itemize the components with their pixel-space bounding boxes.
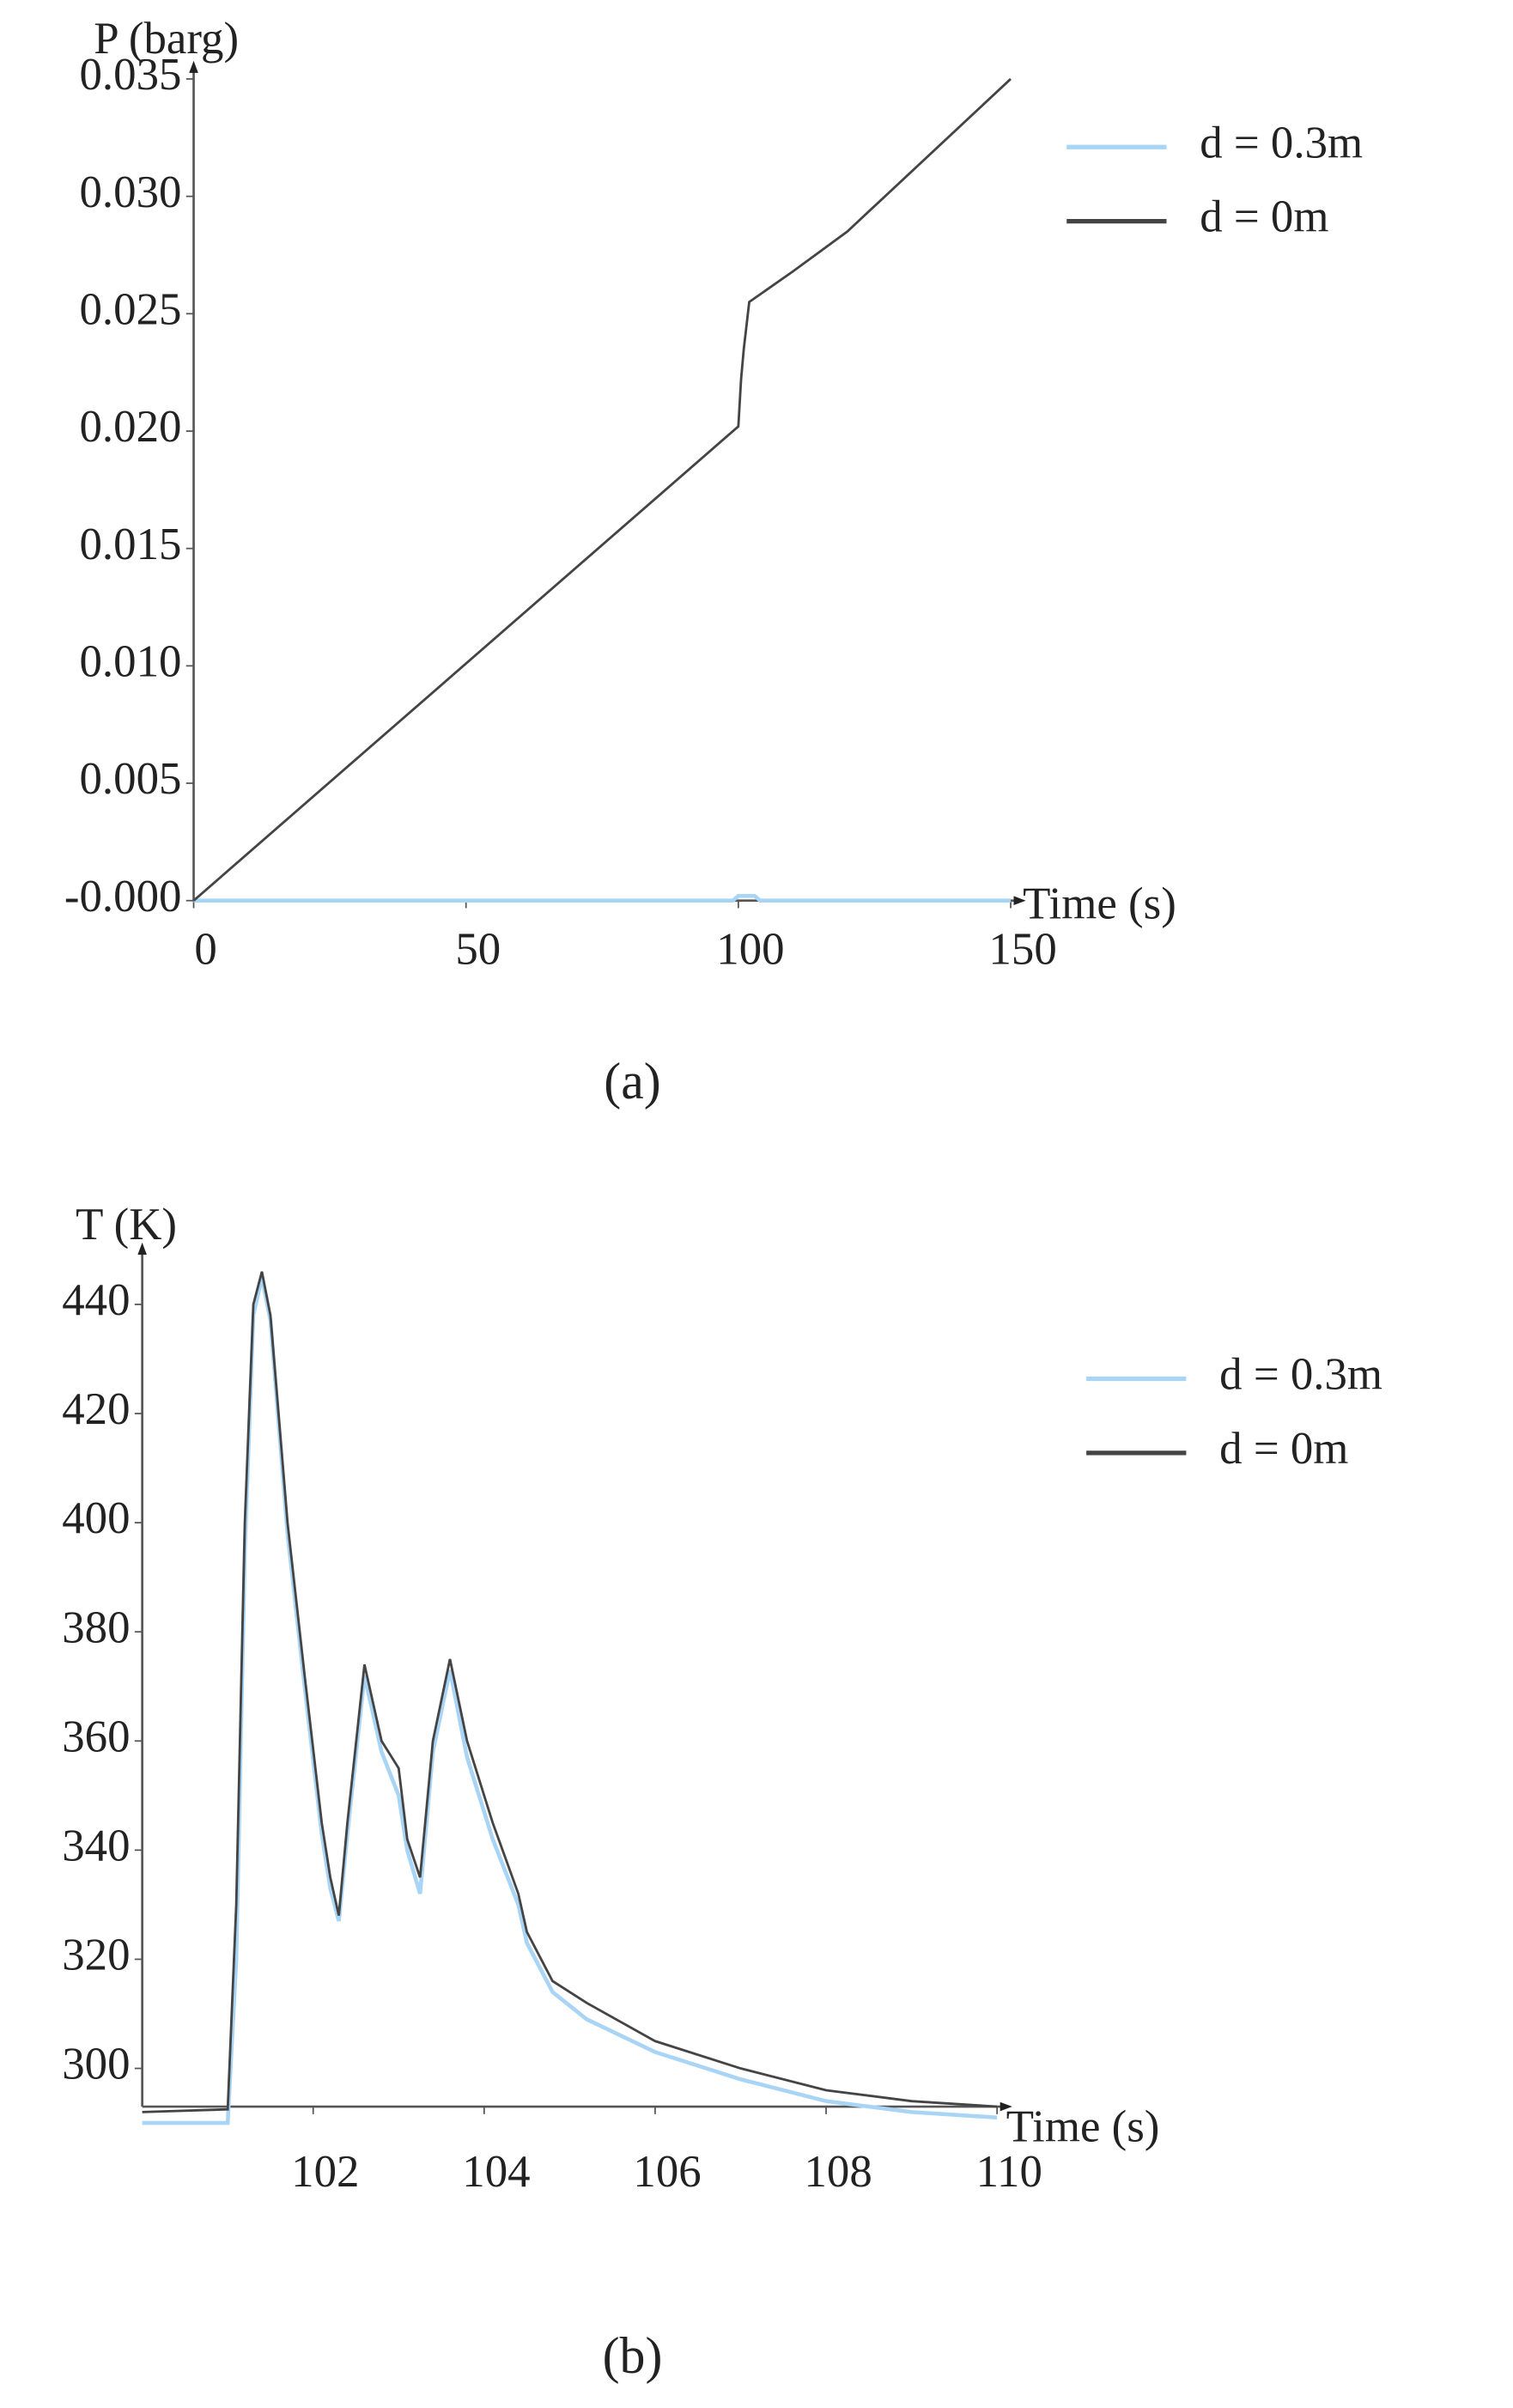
x-tick-label: 108: [804, 2147, 872, 2197]
x-tick-label: 106: [633, 2147, 701, 2197]
legend-label: d = 0.3m: [1200, 118, 1363, 167]
y-axis-label: P (barg): [94, 14, 239, 64]
y-tick-label: 400: [62, 1493, 130, 1543]
y-tick-label: 0.020: [80, 402, 182, 452]
y-tick-label: 340: [62, 1821, 130, 1870]
y-tick-label: 0.025: [80, 284, 182, 334]
series-line: [142, 1276, 998, 2125]
axis-arrow: [1000, 2101, 1012, 2112]
y-tick-label: 0.015: [80, 520, 182, 569]
y-tick-label: 440: [62, 1275, 130, 1325]
series-line: [192, 77, 1012, 902]
x-tick-label: 102: [291, 2147, 359, 2197]
x-axis-label: Time (s): [1006, 2101, 1160, 2151]
y-tick-label: 300: [62, 2040, 130, 2089]
y-tick-label: 0.030: [80, 167, 182, 217]
y-tick-label: 0.035: [80, 50, 182, 100]
x-tick-label: 104: [462, 2147, 530, 2197]
legend-label: d = 0.3m: [1219, 1350, 1382, 1400]
series-line: [193, 893, 1012, 903]
axis-arrow: [137, 1242, 147, 1256]
y-tick-label: 380: [62, 1602, 130, 1652]
y-tick-label: -0.000: [64, 872, 182, 921]
x-tick-label: 100: [716, 925, 784, 975]
x-tick-label: 110: [976, 2147, 1042, 2197]
y-tick-label: 360: [62, 1712, 130, 1761]
y-tick-label: 0.010: [80, 636, 182, 686]
axis-arrow: [1013, 896, 1026, 906]
caption: (b): [603, 2327, 663, 2384]
caption: (a): [604, 1053, 660, 1110]
axis-arrow: [189, 60, 198, 73]
x-tick-label: 0: [194, 925, 216, 975]
x-axis-label: Time (s): [1023, 879, 1176, 929]
y-axis-label: T (K): [76, 1200, 177, 1250]
x-tick-label: 150: [988, 925, 1056, 975]
legend-label: d = 0m: [1200, 192, 1328, 242]
series-line: [142, 1271, 998, 2113]
y-tick-label: 420: [62, 1384, 130, 1434]
y-tick-label: 0.005: [80, 754, 182, 804]
legend-label: d = 0m: [1219, 1424, 1348, 1474]
x-tick-label: 50: [455, 925, 501, 975]
y-tick-label: 320: [62, 1931, 130, 1980]
